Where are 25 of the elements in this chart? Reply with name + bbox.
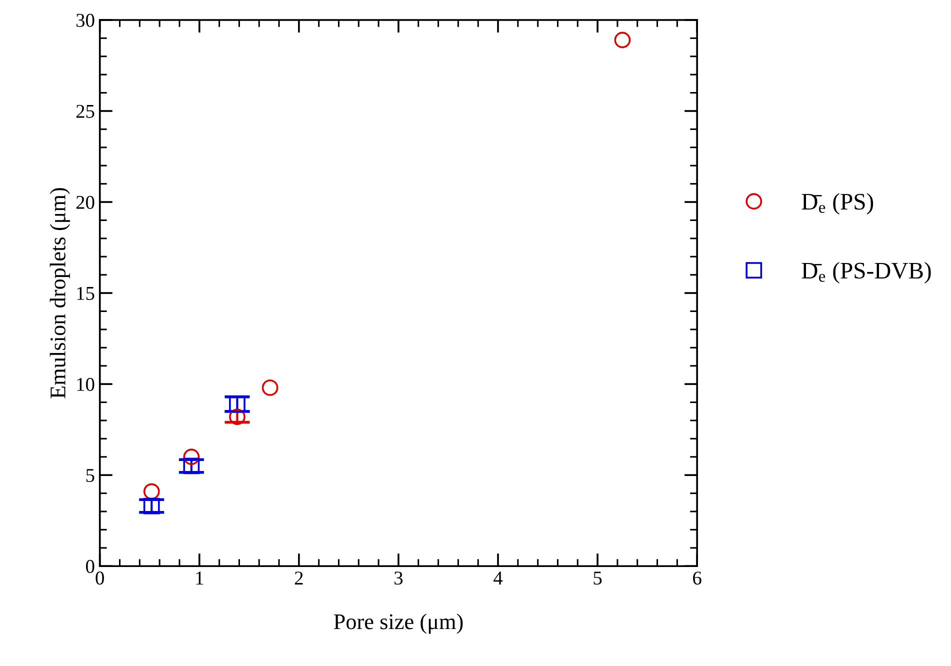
legend-label: D̄$_{e}$ (PS): [802, 193, 874, 215]
x-tick-label: 0: [96, 572, 104, 585]
x-tick-label: 5: [594, 572, 602, 585]
x-tick-label: 2: [294, 572, 303, 584]
point: [143, 498, 160, 514]
point: [229, 408, 246, 426]
point: [614, 32, 631, 48]
point: [183, 458, 200, 474]
y-tick-label: 20: [76, 196, 94, 209]
x-axis-title: Pore size (μm): [334, 614, 463, 634]
y-tick-label: 5: [86, 469, 94, 482]
point: [143, 483, 160, 500]
y-tick-label: 10: [77, 378, 94, 391]
x-tick-label: 6: [693, 572, 702, 585]
legend-label: D̄$_{e}$ (PS-DVB): [802, 262, 931, 284]
x-tick-label: 4: [494, 572, 503, 584]
point: [183, 448, 200, 466]
y-tick-label: 30: [76, 14, 94, 27]
y-tick-label: 15: [77, 286, 94, 300]
y-axis-title: Emulsion droplets (μm): [50, 188, 70, 398]
x-tick-label: 3: [394, 572, 403, 585]
point: [262, 380, 278, 396]
y-tick-label: 0: [86, 560, 94, 574]
x-tick-label: 1: [196, 572, 204, 584]
y-tick-label: 25: [76, 104, 94, 118]
